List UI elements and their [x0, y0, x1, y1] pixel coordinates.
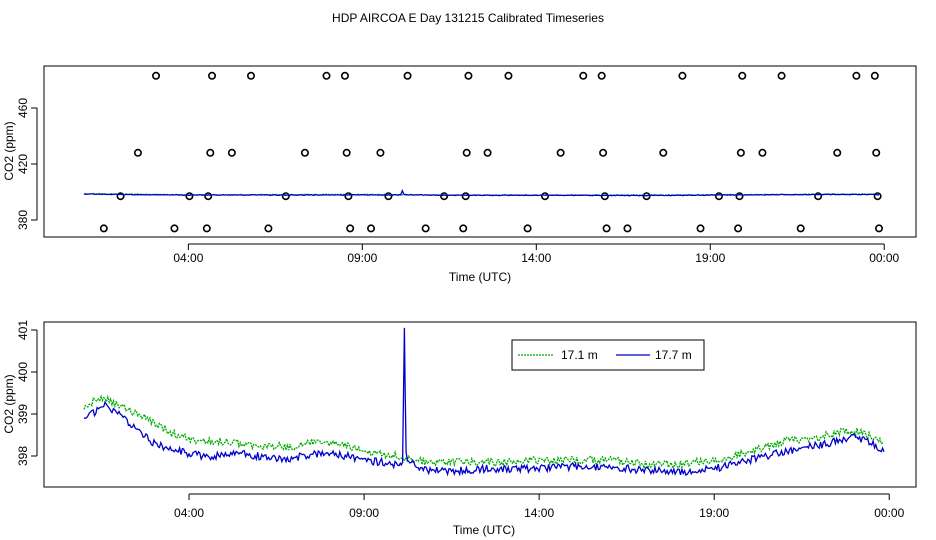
data-point	[852, 71, 861, 80]
plot-frame-top	[43, 65, 917, 238]
x-axis-label-top: Time (UTC)	[449, 270, 511, 284]
data-point	[483, 148, 492, 157]
data-point	[796, 224, 805, 233]
data-point	[735, 192, 744, 201]
data-point	[873, 192, 882, 201]
data-point	[376, 148, 385, 157]
data-point	[403, 71, 412, 80]
x-tick-label: 19:00	[695, 251, 725, 265]
data-point	[185, 192, 194, 201]
data-point	[367, 224, 376, 233]
series-group-top	[83, 188, 880, 197]
x-tick-label: 09:00	[347, 251, 377, 265]
data-point	[714, 192, 723, 201]
data-point	[208, 71, 217, 80]
y-axis-label-top: CO2 (ppm)	[2, 121, 16, 180]
data-point	[504, 71, 513, 80]
x-tick-label: 14:00	[521, 251, 551, 265]
data-point	[133, 148, 142, 157]
data-point	[874, 224, 883, 233]
series-line	[83, 394, 885, 471]
y-tick-label: 399	[16, 404, 30, 424]
data-point	[204, 192, 213, 201]
data-point	[344, 192, 353, 201]
x-axis-bottom: 04:00 09:00 14:00 19:00 00:00	[174, 493, 905, 520]
y-axis-bottom: 398 399 400 401	[16, 320, 38, 466]
y-tick-label: 420	[16, 154, 30, 174]
data-point	[202, 224, 211, 233]
data-point	[464, 71, 473, 80]
data-point	[734, 224, 743, 233]
data-point	[264, 224, 273, 233]
data-point	[833, 148, 842, 157]
x-axis-label-bottom: Time (UTC)	[453, 523, 515, 537]
x-tick-label: 00:00	[874, 506, 904, 520]
figure-title: HDP AIRCOA E Day 131215 Calibrated Times…	[332, 11, 604, 25]
panel-top: 04:00 09:00 14:00 19:00 00:00 380 420 460 Time…	[2, 65, 917, 284]
data-point	[872, 148, 881, 157]
data-point	[440, 192, 449, 201]
y-tick-label: 401	[16, 320, 30, 340]
data-point	[659, 148, 668, 157]
series-line	[83, 188, 880, 197]
data-point	[556, 148, 565, 157]
x-axis-top: 04:00 09:00 14:00 19:00 00:00	[173, 243, 900, 265]
data-point	[342, 148, 351, 157]
data-point	[247, 71, 256, 80]
data-point	[459, 224, 468, 233]
panel-bottom: 04:00 09:00 14:00 19:00 00:00 398 399 400 401 T…	[2, 320, 917, 537]
legend-label-17-7: 17.7 m	[655, 348, 692, 362]
x-tick-label: 19:00	[699, 506, 729, 520]
y-axis-top: 380 420 460	[16, 98, 38, 230]
data-point	[523, 224, 532, 233]
data-point	[579, 71, 588, 80]
data-point	[602, 224, 611, 233]
data-point	[99, 224, 108, 233]
data-point	[758, 148, 767, 157]
data-point	[421, 224, 430, 233]
data-point	[227, 148, 236, 157]
data-point	[116, 192, 125, 201]
data-point	[597, 71, 606, 80]
y-tick-label: 400	[16, 362, 30, 382]
data-point	[461, 192, 470, 201]
data-point	[384, 192, 393, 201]
data-point	[206, 148, 215, 157]
data-point	[736, 148, 745, 157]
data-point	[281, 192, 290, 201]
y-axis-label-bottom: CO2 (ppm)	[2, 374, 16, 433]
y-tick-label: 398	[16, 446, 30, 466]
x-tick-label: 04:00	[173, 251, 203, 265]
x-tick-label: 04:00	[174, 506, 204, 520]
y-tick-label: 460	[16, 98, 30, 118]
data-point	[738, 71, 747, 80]
data-point	[340, 71, 349, 80]
legend-label-17-1: 17.1 m	[561, 348, 598, 362]
data-point	[600, 192, 609, 201]
series-group-bottom	[83, 327, 885, 477]
data-point	[777, 71, 786, 80]
x-tick-label: 14:00	[524, 506, 554, 520]
data-point	[346, 224, 355, 233]
y-tick-label: 380	[16, 210, 30, 230]
data-point	[623, 224, 632, 233]
data-point	[152, 71, 161, 80]
data-point	[540, 192, 549, 201]
points-group-top	[99, 71, 883, 233]
data-point	[696, 224, 705, 233]
data-point	[599, 148, 608, 157]
data-point	[678, 71, 687, 80]
x-tick-label: 00:00	[869, 251, 899, 265]
plot-frame-bottom	[43, 321, 917, 488]
x-tick-label: 09:00	[349, 506, 379, 520]
data-point	[300, 148, 309, 157]
data-point	[322, 71, 331, 80]
data-point	[870, 71, 879, 80]
data-point	[814, 192, 823, 201]
data-point	[462, 148, 471, 157]
series-line	[83, 327, 885, 477]
data-point	[170, 224, 179, 233]
legend: 17.1 m 17.7 m	[511, 339, 705, 371]
